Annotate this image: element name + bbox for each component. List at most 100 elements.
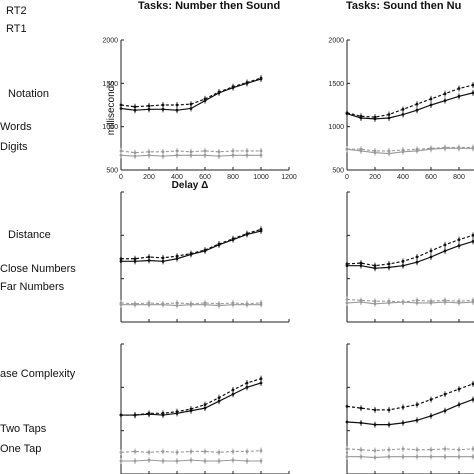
data-point bbox=[401, 264, 405, 268]
data-point bbox=[415, 149, 419, 153]
data-point bbox=[147, 412, 151, 416]
data-point bbox=[345, 112, 349, 116]
data-point bbox=[119, 413, 123, 417]
data-point bbox=[415, 448, 419, 452]
data-point bbox=[203, 303, 207, 307]
data-point bbox=[457, 301, 461, 305]
data-point bbox=[119, 259, 123, 263]
data-point bbox=[203, 153, 207, 157]
data-point bbox=[231, 303, 235, 307]
data-point bbox=[161, 259, 165, 263]
data-point bbox=[387, 408, 391, 412]
data-point bbox=[245, 459, 249, 463]
data-point bbox=[401, 455, 405, 459]
data-point bbox=[401, 421, 405, 425]
data-point bbox=[373, 302, 377, 306]
data-point bbox=[259, 77, 263, 81]
x-tick-label: 0 bbox=[345, 174, 349, 181]
data-point bbox=[161, 107, 165, 111]
data-point bbox=[429, 448, 433, 452]
data-point bbox=[119, 153, 123, 157]
data-point bbox=[189, 102, 193, 106]
data-point bbox=[471, 233, 474, 237]
data-point bbox=[147, 104, 151, 108]
data-point bbox=[415, 108, 419, 112]
data-point bbox=[245, 303, 249, 307]
data-point bbox=[133, 108, 137, 112]
x-tick-label: 800 bbox=[227, 174, 239, 181]
data-point bbox=[189, 107, 193, 110]
data-point bbox=[429, 301, 433, 305]
data-point bbox=[147, 153, 151, 157]
data-point bbox=[133, 303, 137, 307]
x-tick-label: 400 bbox=[171, 174, 183, 181]
series-line-dark-dashed bbox=[346, 382, 474, 411]
data-point bbox=[231, 388, 235, 392]
data-point bbox=[457, 448, 461, 452]
data-point bbox=[387, 266, 391, 269]
data-point bbox=[147, 255, 151, 259]
panel-1-2 bbox=[119, 191, 290, 323]
series-line-dark-dashed bbox=[346, 234, 474, 267]
data-point bbox=[373, 449, 377, 452]
data-point bbox=[203, 459, 207, 463]
data-point bbox=[245, 450, 249, 453]
data-point bbox=[457, 403, 461, 407]
data-point bbox=[259, 149, 263, 153]
series-line-dark-solid bbox=[346, 92, 474, 120]
data-point bbox=[245, 385, 249, 389]
data-point bbox=[217, 399, 221, 403]
data-point bbox=[429, 147, 433, 151]
data-point bbox=[345, 405, 349, 408]
data-point bbox=[175, 257, 179, 261]
y-tick-label: 1500 bbox=[328, 81, 344, 88]
data-point bbox=[415, 455, 419, 459]
series-line-dark-solid bbox=[346, 398, 474, 426]
data-point bbox=[119, 459, 123, 463]
data-point bbox=[443, 409, 447, 413]
data-point bbox=[443, 447, 447, 451]
data-point bbox=[471, 398, 474, 401]
data-point bbox=[217, 450, 221, 454]
panel-1-1: 500 1000 1500 2000 0 200 400 600 800 1000 1200 bbox=[102, 38, 296, 182]
x-tick-label: 400 bbox=[397, 174, 409, 181]
data-point bbox=[231, 149, 235, 153]
series-line-dark-solid bbox=[347, 240, 474, 269]
row-2-cond-b: Far Numbers bbox=[0, 281, 65, 293]
data-point bbox=[119, 107, 123, 110]
data-point bbox=[175, 108, 179, 112]
data-point bbox=[245, 153, 249, 157]
data-point bbox=[259, 303, 263, 307]
data-point bbox=[443, 392, 447, 396]
data-point bbox=[387, 262, 391, 266]
data-point bbox=[471, 447, 474, 451]
data-point bbox=[175, 149, 179, 153]
data-point bbox=[189, 303, 193, 307]
data-point bbox=[189, 153, 193, 157]
data-point bbox=[231, 392, 235, 396]
row-2-cond-a: Close Numbers bbox=[0, 263, 76, 275]
x-tick-label: 1200 bbox=[281, 174, 297, 181]
y-tick-label: 1500 bbox=[102, 81, 118, 88]
data-point bbox=[443, 99, 447, 103]
data-point bbox=[231, 238, 235, 242]
data-point bbox=[161, 154, 165, 158]
data-point bbox=[471, 455, 474, 459]
data-point bbox=[359, 455, 363, 459]
data-point bbox=[387, 448, 391, 452]
data-point bbox=[345, 420, 349, 424]
data-point bbox=[175, 304, 179, 307]
data-point bbox=[147, 150, 151, 154]
data-point bbox=[457, 87, 461, 90]
x-tick-label: 800 bbox=[453, 174, 465, 181]
data-point bbox=[443, 455, 447, 459]
data-point bbox=[161, 103, 165, 107]
data-point bbox=[457, 146, 461, 150]
data-point bbox=[231, 450, 235, 453]
data-point bbox=[147, 107, 151, 111]
data-point bbox=[429, 97, 433, 101]
column-title-1: Tasks: Number then Sound bbox=[138, 0, 280, 12]
row-1-cond-b: Digits bbox=[0, 141, 28, 153]
data-point bbox=[359, 300, 363, 304]
